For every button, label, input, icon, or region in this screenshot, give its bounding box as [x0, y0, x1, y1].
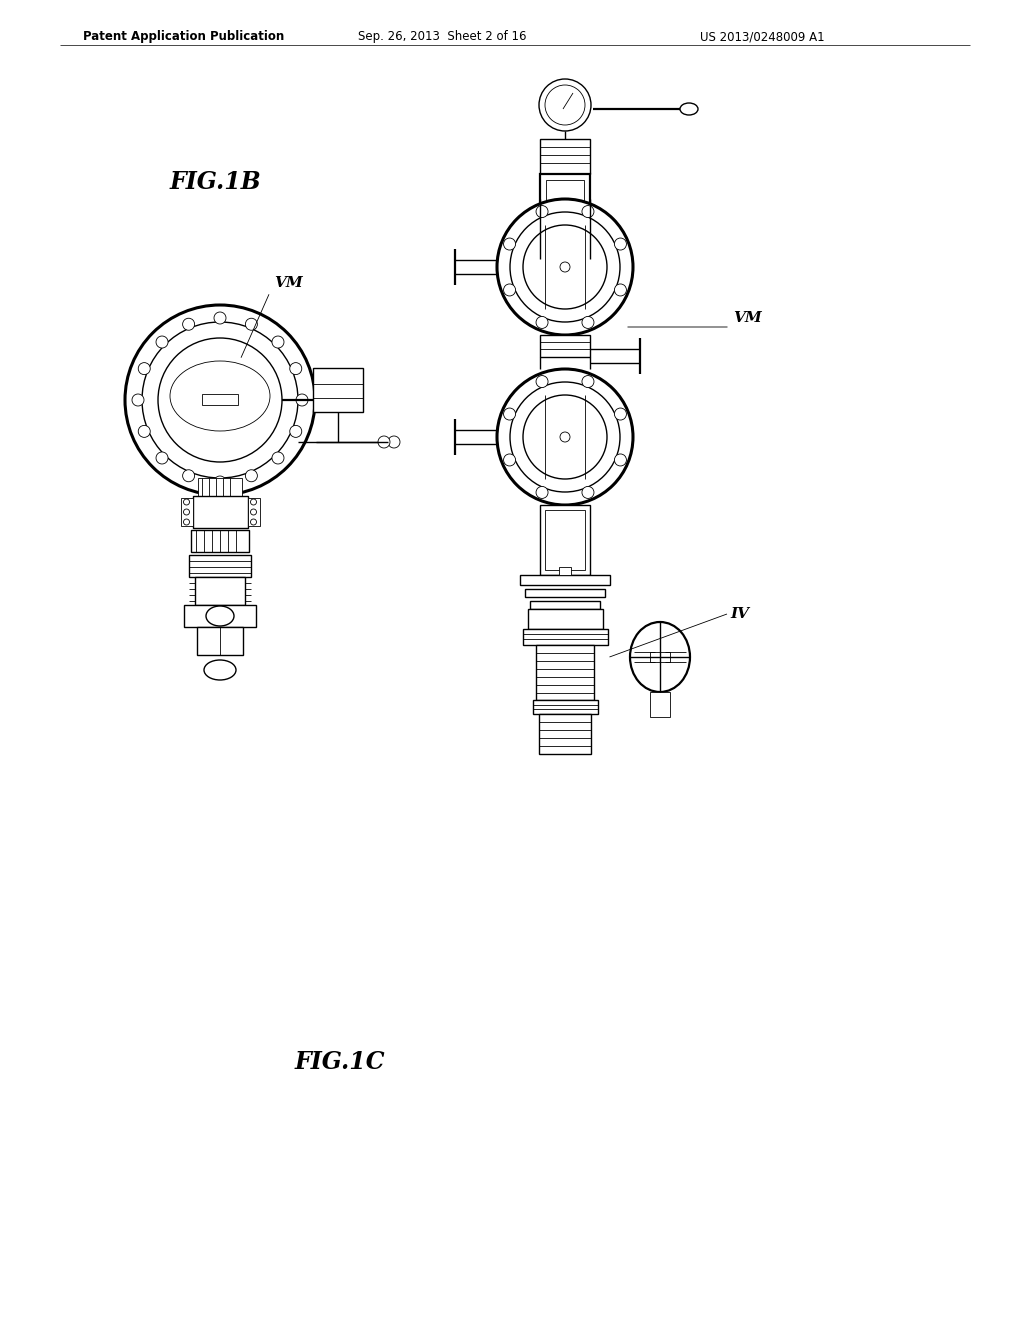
Ellipse shape: [582, 206, 594, 218]
Ellipse shape: [138, 363, 151, 375]
Ellipse shape: [504, 238, 515, 249]
Bar: [313, 368, 362, 412]
Ellipse shape: [582, 487, 594, 499]
Bar: [195, 577, 245, 605]
Circle shape: [560, 432, 570, 442]
Text: Sep. 26, 2013  Sheet 2 of 16: Sep. 26, 2013 Sheet 2 of 16: [358, 30, 526, 44]
Ellipse shape: [536, 317, 548, 329]
Circle shape: [251, 499, 256, 506]
Bar: [197, 627, 243, 655]
Bar: [546, 180, 584, 253]
Ellipse shape: [206, 606, 234, 626]
Ellipse shape: [536, 487, 548, 499]
Bar: [530, 601, 600, 609]
Ellipse shape: [614, 284, 627, 296]
Bar: [191, 531, 249, 552]
Ellipse shape: [614, 238, 627, 249]
Text: VM: VM: [733, 312, 762, 325]
Circle shape: [510, 213, 620, 322]
Circle shape: [497, 199, 633, 335]
Circle shape: [545, 84, 585, 125]
Bar: [184, 605, 256, 627]
Bar: [545, 510, 585, 570]
Bar: [248, 498, 259, 525]
Ellipse shape: [504, 284, 515, 296]
Ellipse shape: [614, 454, 627, 466]
Circle shape: [497, 370, 633, 506]
Bar: [555, 242, 575, 249]
Ellipse shape: [536, 206, 548, 218]
Bar: [180, 498, 193, 525]
Bar: [540, 139, 590, 174]
Ellipse shape: [504, 454, 515, 466]
Bar: [650, 652, 670, 663]
Ellipse shape: [680, 103, 698, 115]
Ellipse shape: [290, 363, 302, 375]
Circle shape: [158, 338, 282, 462]
Ellipse shape: [156, 337, 168, 348]
Bar: [540, 174, 590, 259]
Circle shape: [388, 436, 400, 447]
Text: Patent Application Publication: Patent Application Publication: [83, 30, 285, 44]
Bar: [532, 700, 597, 714]
Bar: [540, 506, 590, 576]
Circle shape: [251, 519, 256, 525]
Bar: [540, 335, 590, 356]
Ellipse shape: [132, 393, 144, 407]
Bar: [520, 576, 610, 585]
Ellipse shape: [504, 408, 515, 420]
Bar: [527, 609, 602, 630]
Ellipse shape: [214, 312, 226, 323]
Bar: [202, 393, 238, 405]
Ellipse shape: [536, 376, 548, 388]
Circle shape: [183, 519, 189, 525]
Circle shape: [523, 395, 607, 479]
Ellipse shape: [290, 425, 302, 437]
Text: US 2013/0248009 A1: US 2013/0248009 A1: [700, 30, 824, 44]
Bar: [189, 554, 251, 577]
Circle shape: [251, 510, 256, 515]
Ellipse shape: [204, 660, 236, 680]
Circle shape: [539, 79, 591, 131]
Circle shape: [183, 499, 189, 506]
Ellipse shape: [182, 470, 195, 482]
Ellipse shape: [214, 477, 226, 488]
Ellipse shape: [554, 202, 575, 231]
Ellipse shape: [272, 337, 284, 348]
Text: FIG.1C: FIG.1C: [295, 1049, 385, 1074]
Bar: [539, 714, 591, 754]
Text: VM: VM: [274, 276, 303, 290]
Ellipse shape: [138, 425, 151, 437]
Ellipse shape: [170, 360, 270, 432]
Ellipse shape: [630, 622, 690, 692]
Circle shape: [510, 381, 620, 492]
Ellipse shape: [614, 408, 627, 420]
Ellipse shape: [272, 451, 284, 465]
Ellipse shape: [296, 393, 308, 407]
Ellipse shape: [156, 451, 168, 465]
Bar: [559, 568, 571, 576]
Circle shape: [125, 305, 315, 495]
Circle shape: [560, 261, 570, 272]
Ellipse shape: [582, 317, 594, 329]
Circle shape: [183, 510, 189, 515]
Bar: [525, 589, 605, 597]
Bar: [536, 645, 594, 700]
Bar: [522, 630, 607, 645]
Circle shape: [378, 436, 390, 447]
Bar: [198, 478, 242, 496]
Ellipse shape: [182, 318, 195, 330]
Text: FIG.1B: FIG.1B: [170, 170, 262, 194]
Circle shape: [561, 213, 569, 220]
Text: IV: IV: [730, 607, 749, 620]
Circle shape: [142, 322, 298, 478]
Circle shape: [523, 224, 607, 309]
Ellipse shape: [582, 376, 594, 388]
Bar: [193, 496, 248, 528]
Ellipse shape: [246, 318, 257, 330]
Bar: [650, 692, 670, 717]
Ellipse shape: [246, 470, 257, 482]
